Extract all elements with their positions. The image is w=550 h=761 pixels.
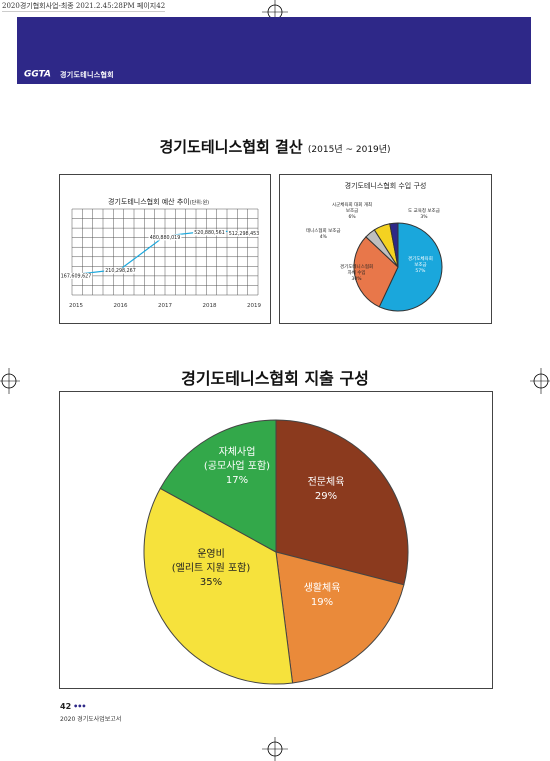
pie-slice (378, 222, 443, 312)
budget-value-label: 210,298,267 (105, 268, 136, 274)
income-pie-chart (353, 222, 443, 312)
ggta-logo: GGTA (24, 70, 51, 79)
expense-label-ops: 운영비 (엘리트 지원 포함) 35% (171, 549, 251, 588)
expense-pie-chart (143, 419, 409, 685)
budget-chart-unit: (단위:원) (189, 200, 210, 206)
page-title-period: (2015년 ~ 2019년) (307, 145, 391, 155)
svg-text:GGTA: GGTA (24, 70, 51, 79)
budget-value-label-bg (148, 234, 182, 241)
income-chart-box: 경기도테니스협회 수입 구성 경기도테니스협회 자체 수입 30% 경기도체육회 보조… (279, 174, 492, 324)
expense-label-own: 자체사업 (공모사업 포함) 17% (203, 447, 271, 486)
print-slug: 2020경기협회사업-최종 2021.2.45:28PM 페이지42 (2, 2, 166, 12)
pie-slice (143, 487, 294, 685)
expense-label-life: 생활체육 19% (303, 583, 341, 608)
report-name: 2020 경기도사업보고서 (60, 716, 122, 723)
budget-value-label-bg (60, 272, 93, 279)
budget-chart-title: 경기도테니스협회 예산 추이(단위:원) (108, 198, 210, 206)
page-title-main: 경기도테니스협회 결산 (159, 138, 303, 156)
budget-x-tick: 2017 (158, 303, 172, 309)
budget-x-tick: 2019 (247, 303, 261, 309)
brand-name: 경기도테니스협회 (60, 71, 114, 79)
income-label-city: 시군체육회 대회 개최 보조금 6% (332, 203, 373, 220)
crop-mark-right (530, 368, 550, 394)
budget-value-label-bg (227, 230, 261, 237)
income-label-tennis: 테니스협회 보조금 4% (306, 229, 341, 240)
pie-slice (159, 419, 277, 553)
page-dots: ••• (73, 702, 86, 711)
budget-value-label-bg (104, 267, 137, 274)
crop-mark-left (0, 368, 20, 394)
page-title: 경기도테니스협회 결산 (2015년 ~ 2019년) (0, 136, 550, 157)
header-banner (17, 17, 531, 84)
income-label-edu: 도 교육청 보조금 3% (408, 209, 440, 220)
budget-value-label: 480,880,019 (150, 235, 181, 241)
page-number: 42 ••• (60, 702, 87, 711)
budget-grid (71, 208, 259, 296)
income-label-province: 경기도체육회 보조금 57% (408, 257, 433, 274)
budget-line-chart: 167,609,627 2015 210,298,267 2016 480,880,01… (60, 208, 261, 309)
pie-slice (275, 419, 409, 586)
pie-slice (275, 551, 405, 684)
expense-section-title: 경기도테니스협회 지출 구성 (181, 369, 369, 388)
expense-chart-box: 전문체육 29% 생활체육 19% 운영비 (엘리트 지원 포함) 35% 자체… (59, 391, 493, 689)
pie-slice (389, 222, 399, 268)
budget-value-label: 512,298,453 (229, 231, 260, 237)
budget-x-tick: 2018 (203, 303, 217, 309)
budget-chart-box: 경기도테니스협회 예산 추이(단위:원) 167,609,627 2015 210,… (59, 174, 271, 324)
expense-label-pro: 전문체육 29% (307, 477, 345, 502)
budget-x-tick: 2016 (114, 303, 128, 309)
pie-slice (353, 236, 399, 308)
budget-x-tick: 2015 (69, 303, 83, 309)
budget-value-label-bg (193, 229, 226, 236)
budget-value-label: 167,609,627 (61, 273, 92, 279)
budget-value-label: 520,880,561 (194, 230, 225, 236)
income-label-own: 경기도테니스협회 자체 수입 30% (340, 265, 374, 282)
crop-mark-bottom (262, 737, 288, 761)
income-chart-title: 경기도테니스협회 수입 구성 (344, 182, 427, 190)
